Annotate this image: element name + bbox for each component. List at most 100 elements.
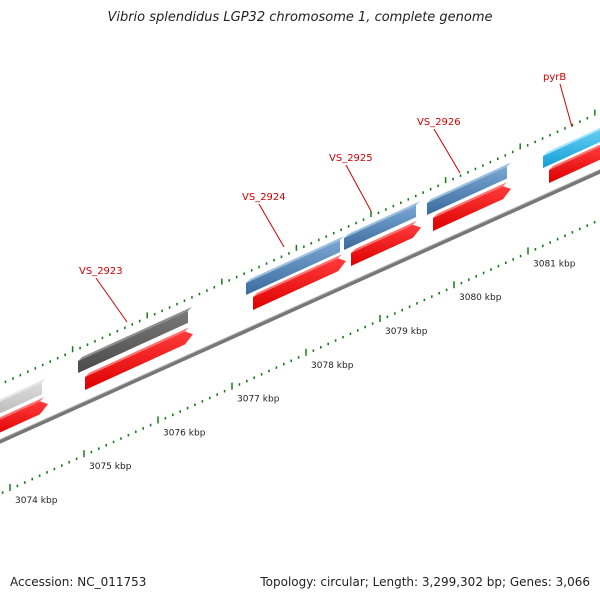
gene-bar-g3 [246,236,344,295]
upper-minor-tick [56,356,59,360]
upper-minor-tick [347,225,350,228]
minor-tick [120,437,122,440]
gene-bar-g1 [0,378,46,414]
minor-tick [90,450,93,454]
upper-minor-tick [310,242,313,245]
minor-tick [512,258,514,261]
upper-minor-tick [79,346,81,350]
minor-tick [475,275,477,278]
minor-tick [209,396,211,400]
upper-minor-tick [12,377,14,380]
minor-tick [549,241,551,244]
upper-minor-tick [332,231,335,235]
gene-bar-g6 [543,127,600,168]
gene-bar-g4 [344,201,420,250]
upper-minor-tick [511,150,514,154]
minor-tick [408,305,411,308]
minor-tick [542,244,544,248]
upper-minor-tick [124,326,126,330]
upper-minor-tick [422,191,425,194]
minor-tick [246,379,248,383]
upper-minor-tick [541,137,544,140]
upper-minor-tick [534,140,536,144]
minor-tick [98,447,100,450]
minor-tick [223,389,226,393]
minor-tick [46,471,48,474]
gene-labels: VS_2923 VS_2924 VS_2925 VS_2926 pyrB [79,72,573,323]
minor-tick [423,298,426,302]
minor-tick [482,271,485,275]
minor-tick [431,295,433,298]
upper-minor-tick [86,343,89,346]
upper-minor-tick [474,167,477,171]
gene-leader-line [345,164,372,212]
gene-label-g6: pyrB [543,72,566,83]
upper-minor-tick [452,177,454,181]
upper-minor-tick [303,245,305,248]
cds-arrow [351,220,421,266]
minor-tick [490,268,492,271]
minor-tick [394,312,396,315]
upper-minor-tick [400,201,402,204]
minor-tick [283,362,285,366]
minor-tick [297,356,300,359]
upper-minor-tick [94,340,96,343]
upper-minor-tick [564,127,566,130]
gene-features [0,127,600,414]
accession-text: Accession: NC_011753 [10,575,147,589]
cds-arrow [0,397,48,433]
minor-tick [571,231,574,234]
upper-minor-tick [482,164,484,167]
minor-tick [61,464,63,467]
upper-minor-tick [228,279,231,282]
scale-labels: 3074 kbp 3075 kbp 3076 kbp 3077 kbp 3078 kbp… [15,259,576,506]
minor-tick [556,237,559,241]
minor-tick [401,308,403,312]
upper-minor-tick [392,204,395,208]
upper-ticks [4,109,596,384]
upper-minor-tick [571,123,574,127]
scale-tick-label: 3076 kbp [163,428,206,438]
minor-tick [201,400,204,403]
upper-minor-tick [407,198,410,201]
scale-tick-label: 3079 kbp [385,327,428,337]
minor-tick [149,423,152,427]
minor-tick [275,366,278,369]
upper-minor-tick [34,367,37,370]
upper-minor-tick [131,323,134,326]
minor-tick [68,460,70,464]
cds-arrow [549,144,600,183]
gene-leader-line [433,128,461,174]
minor-tick [497,264,500,268]
minor-tick [16,484,19,488]
cds-features [0,144,600,433]
scale-tick-label: 3075 kbp [89,462,132,472]
gene-bar-g2 [78,306,192,373]
upper-minor-tick [198,292,201,296]
minor-tick [579,227,581,231]
minor-tick [31,477,33,481]
minor-tick [505,261,507,265]
upper-minor-tick [116,329,119,333]
upper-minor-tick [429,187,432,191]
cds-arrow [433,182,511,231]
minor-tick [534,248,537,251]
gene-label-g5: VS_2926 [417,117,461,128]
upper-minor-tick [549,133,551,137]
scale-tick-label: 3081 kbp [533,259,576,269]
upper-minor-tick [385,208,387,211]
cds-arrow [85,327,193,390]
upper-minor-tick [265,262,268,265]
upper-minor-tick [183,299,186,302]
minor-tick [179,410,181,413]
minor-tick [564,234,566,237]
minor-tick [260,373,263,376]
upper-minor-tick [325,235,328,238]
minor-tick [1,491,4,494]
scale-ticks [1,220,596,494]
minor-tick [386,315,389,319]
gene-leader-line [559,83,573,128]
minor-tick [105,444,107,447]
minor-tick [142,427,144,430]
upper-minor-tick [280,255,283,259]
